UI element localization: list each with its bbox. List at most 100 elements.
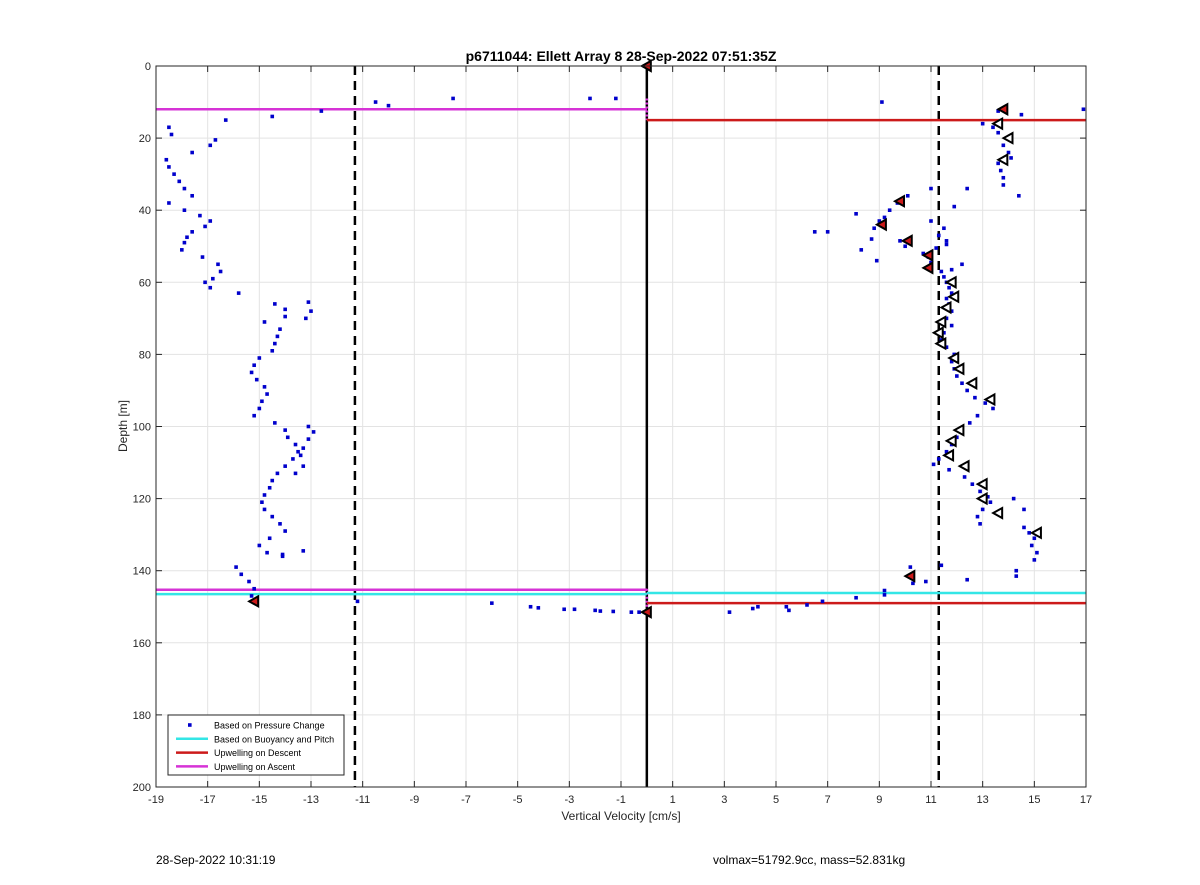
pressure-point: [936, 233, 941, 238]
pressure-point: [967, 421, 972, 425]
pressure-point: [1032, 536, 1037, 541]
x-tick-label: -15: [251, 794, 267, 806]
pressure-point: [262, 493, 267, 497]
pressure-point: [931, 462, 936, 467]
pressure-point: [257, 356, 262, 360]
pressure-point: [267, 485, 272, 490]
pressure-point: [208, 143, 213, 148]
red-marker: [996, 102, 1009, 116]
pressure-point: [905, 193, 910, 198]
pressure-point: [257, 543, 262, 548]
y-tick-label: 140: [133, 566, 151, 578]
pressure-point: [167, 125, 171, 130]
y-axis-ticks: 0 20 40 60 80 100 120 140 160 180 200: [133, 61, 1086, 794]
pressure-point: [298, 453, 303, 458]
triangle-marker: [942, 448, 955, 463]
x-tick-label: -17: [200, 794, 216, 806]
red-marker: [892, 194, 905, 208]
pressure-point: [190, 150, 194, 155]
pressure-point: [260, 399, 264, 404]
pressure-point: [924, 579, 928, 584]
pressure-point: [296, 449, 300, 454]
pressure-point: [812, 230, 817, 234]
triangle-marker: [975, 491, 988, 506]
pressure-point: [273, 302, 277, 306]
pressure-point: [262, 385, 267, 389]
red-marker: [900, 234, 913, 248]
y-tick-label: 120: [133, 494, 151, 506]
pressure-point: [787, 608, 791, 613]
pressure-point: [265, 392, 269, 396]
pressure-point: [211, 276, 215, 281]
pressure-point: [1029, 543, 1034, 548]
pressure-point: [293, 442, 298, 447]
legend-label: Based on Pressure Change: [214, 721, 325, 731]
pressure-point: [1014, 574, 1019, 578]
pressure-point: [249, 370, 254, 375]
triangle-marker: [996, 153, 1009, 167]
pressure-point: [944, 316, 949, 321]
pressure-point: [929, 186, 933, 191]
pressure-point: [293, 471, 298, 476]
pressure-point: [177, 179, 182, 184]
pressure-point: [247, 579, 251, 584]
pressure-point: [996, 130, 1000, 135]
y-tick-label: 80: [139, 349, 151, 361]
x-tick-label: 13: [977, 794, 989, 806]
pressure-point: [939, 269, 944, 274]
pressure-point: [262, 320, 267, 324]
triangle-marker: [947, 290, 960, 304]
pressure-point: [949, 291, 954, 295]
pressure-point: [234, 565, 238, 569]
y-tick-label: 60: [139, 277, 151, 289]
pressure-point: [270, 478, 275, 483]
legend-swatch: [188, 723, 192, 727]
pressure-point: [880, 100, 884, 104]
pressure-point: [265, 550, 269, 555]
pressure-point: [944, 296, 949, 301]
pressure-point: [929, 219, 933, 223]
pressure-point: [983, 401, 988, 405]
pressure-point: [934, 246, 938, 250]
pressure-point: [536, 606, 541, 610]
pressure-point: [283, 428, 287, 432]
pressure-point: [285, 435, 290, 440]
triangle-marker: [991, 506, 1004, 520]
x-tick-label: -11: [355, 794, 370, 806]
pressure-point: [611, 609, 616, 614]
pressure-point: [805, 603, 809, 607]
pressure-point: [164, 157, 169, 162]
pressure-point: [283, 314, 287, 319]
legend-label: Upwelling on Descent: [214, 748, 302, 758]
x-tick-label: 1: [670, 794, 676, 806]
pressure-point: [252, 363, 256, 368]
pressure-point: [270, 514, 275, 519]
triangle-marker: [957, 459, 970, 473]
pressure-point: [1027, 531, 1031, 535]
pressure-point: [588, 96, 592, 101]
legend: Based on Pressure Change Based on Buoyanc…: [167, 714, 345, 776]
red-marker: [639, 605, 652, 619]
pressure-point: [252, 586, 256, 591]
pressure-point: [373, 100, 378, 104]
pressure-point: [203, 280, 207, 285]
pressure-point: [280, 554, 285, 559]
pressure-point: [975, 514, 980, 519]
triangle-marker: [983, 392, 996, 407]
pressure-point: [278, 522, 282, 526]
x-tick-label: 11: [925, 794, 936, 806]
pressure-point: [172, 172, 176, 176]
pressure-point: [980, 507, 985, 512]
pressure-point: [936, 457, 941, 461]
y-axis-label: Depth [m]: [116, 400, 130, 452]
pressure-point: [593, 608, 597, 613]
pressure-point: [185, 235, 189, 240]
pressure-point: [996, 109, 1000, 113]
pressure-point: [208, 285, 213, 290]
chart-title: p6711044: Ellett Array 8 28-Sep-2022 07:…: [466, 48, 777, 64]
pressure-point: [949, 323, 954, 328]
x-tick-label: 15: [1028, 794, 1040, 806]
pressure-point: [355, 599, 360, 604]
triangle-marker: [975, 477, 988, 491]
pressure-point: [944, 449, 949, 454]
